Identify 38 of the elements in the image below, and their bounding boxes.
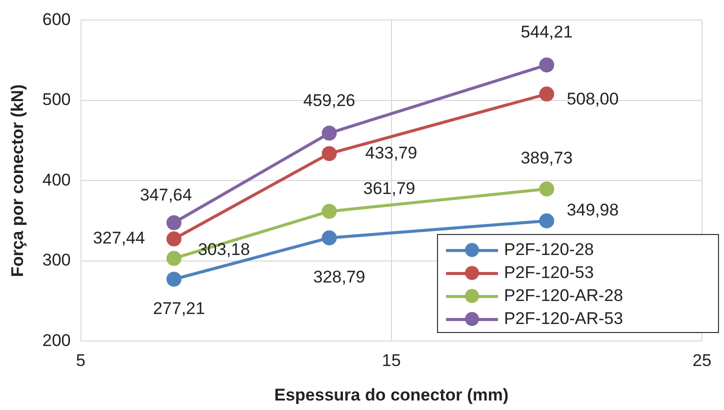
data-label: 508,00 <box>566 90 619 109</box>
point <box>539 57 554 72</box>
legend-label: P2F-120-28 <box>504 240 594 260</box>
legend-label: P2F-120-AR-28 <box>504 286 624 306</box>
x-tick-label: 15 <box>382 351 401 370</box>
legend-label: P2F-120-53 <box>504 262 594 282</box>
data-label: 347,64 <box>140 185 192 204</box>
point <box>322 230 337 246</box>
y-tick-label: 300 <box>42 250 71 270</box>
data-label: 389,73 <box>520 148 573 168</box>
y-tick-label: 500 <box>42 90 71 110</box>
data-label: 327,44 <box>92 228 145 248</box>
y-tick-label: 200 <box>42 330 71 350</box>
data-label: 328,79 <box>313 268 366 287</box>
point <box>166 250 182 266</box>
legend-label: P2F-120-AR-53 <box>504 308 624 328</box>
data-label: 303,18 <box>198 240 250 260</box>
data-label: 277,21 <box>152 298 205 318</box>
point <box>166 231 182 246</box>
data-label: 361,79 <box>363 179 416 198</box>
data-label: 544,21 <box>520 22 573 42</box>
point <box>322 204 337 219</box>
y-tick-label: 400 <box>42 170 71 190</box>
point <box>539 86 554 102</box>
point <box>539 213 554 228</box>
point <box>539 181 554 196</box>
y-axis-title: Força por conector (kN) <box>8 84 27 278</box>
x-tick-label: 25 <box>692 351 712 370</box>
point <box>166 215 182 230</box>
point <box>166 272 182 287</box>
x-axis-title: Espessura do conector (mm) <box>274 385 509 404</box>
x-tick-label: 5 <box>76 351 86 370</box>
y-tick-label: 600 <box>42 10 71 29</box>
point <box>322 146 337 162</box>
data-label: 459,26 <box>303 90 356 110</box>
point <box>322 126 337 141</box>
data-label: 349,98 <box>566 200 619 220</box>
data-label: 433,79 <box>365 143 418 162</box>
